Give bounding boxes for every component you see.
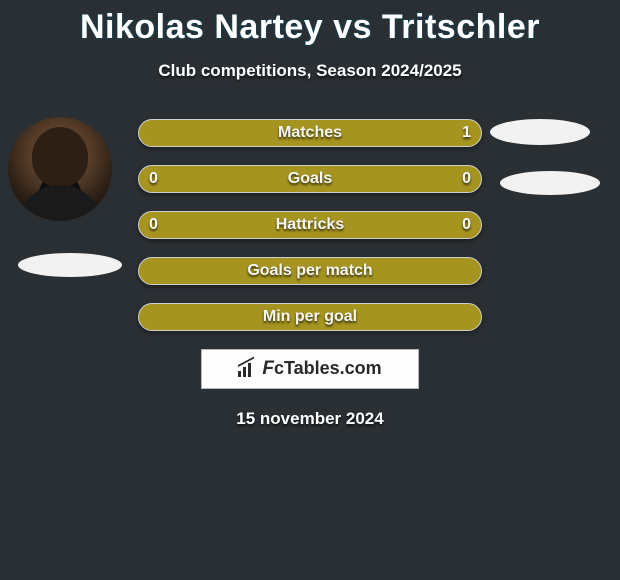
subtitle: Club competitions, Season 2024/2025 bbox=[0, 61, 620, 81]
stat-label: Goals bbox=[139, 166, 481, 192]
stat-right-value: 1 bbox=[462, 120, 471, 146]
bar-chart-icon bbox=[238, 361, 256, 377]
fctables-logo: FcTables.com bbox=[201, 349, 419, 389]
stat-label: Hattricks bbox=[139, 212, 481, 238]
stat-label: Matches bbox=[139, 120, 481, 146]
stat-right-value: 0 bbox=[462, 166, 471, 192]
logo-text: FcTables.com bbox=[262, 358, 381, 380]
player-avatar-left bbox=[8, 117, 112, 221]
team-badge-right bbox=[500, 171, 600, 195]
stat-bar-hattricks: 0 Hattricks 0 bbox=[138, 211, 482, 239]
stat-bar-min-per-goal: Min per goal bbox=[138, 303, 482, 331]
page-title: Nikolas Nartey vs Tritschler bbox=[0, 0, 620, 47]
comparison-bars: Matches 1 0 Goals 0 0 Hattricks 0 Goals … bbox=[138, 119, 482, 331]
stat-right-value: 0 bbox=[462, 212, 471, 238]
stat-bar-goals-per-match: Goals per match bbox=[138, 257, 482, 285]
stat-label: Min per goal bbox=[139, 304, 481, 330]
player-avatar-right bbox=[490, 119, 590, 145]
stat-label: Goals per match bbox=[139, 258, 481, 284]
stat-bar-goals: 0 Goals 0 bbox=[138, 165, 482, 193]
team-badge-left bbox=[18, 253, 122, 277]
stat-bar-matches: Matches 1 bbox=[138, 119, 482, 147]
date-line: 15 november 2024 bbox=[0, 409, 620, 429]
stats-area: Matches 1 0 Goals 0 0 Hattricks 0 Goals … bbox=[0, 119, 620, 331]
